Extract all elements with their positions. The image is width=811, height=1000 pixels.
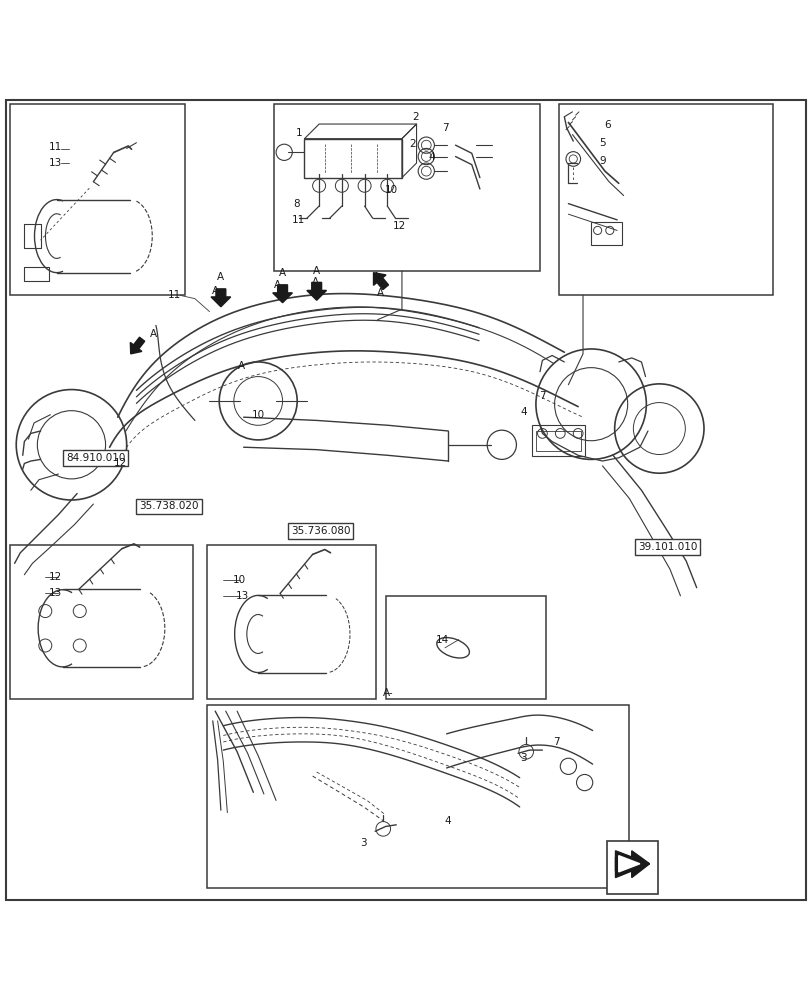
Bar [590,222,621,245]
Text: 12: 12 [393,221,406,231]
Text: 12: 12 [49,572,62,582]
Text: 3: 3 [360,838,367,848]
Text: 14: 14 [436,635,448,645]
Text: 35.738.020: 35.738.020 [139,501,199,511]
Text: 12: 12 [114,458,127,468]
FancyArrow shape [272,285,292,303]
Text: A: A [311,277,318,287]
Text: 13: 13 [49,158,62,168]
Bar [207,545,375,699]
Text: 4: 4 [444,816,451,826]
Text: 5: 5 [599,138,605,148]
Bar [385,596,545,699]
Text: 84.910.010: 84.910.010 [66,453,126,463]
Bar [207,705,629,888]
Text: 1: 1 [295,128,302,138]
Text: A: A [274,280,281,290]
Text: 9: 9 [599,156,605,166]
Polygon shape [615,851,649,878]
Bar [607,841,657,894]
Text: 10: 10 [251,410,264,420]
Text: A: A [217,272,224,282]
Text: 3: 3 [520,753,526,763]
Text: 11: 11 [168,290,181,300]
Text: 39.101.010: 39.101.010 [637,542,697,552]
Text: 7: 7 [441,123,448,133]
Text: A: A [238,361,245,371]
FancyArrow shape [131,337,144,354]
Text: 11: 11 [49,142,62,152]
Polygon shape [618,856,639,872]
Text: 2: 2 [409,139,415,149]
Text: 11: 11 [292,215,305,225]
Bar [273,104,539,271]
Text: 10: 10 [384,185,397,195]
Text: 7: 7 [539,391,545,401]
Bar [10,104,185,295]
Text: A: A [212,286,218,296]
Text: 4: 4 [520,407,526,417]
Bar [10,545,193,699]
Text: A-: A- [382,688,393,698]
Text: 13: 13 [49,588,62,598]
FancyArrow shape [211,289,230,307]
Text: A: A [376,288,383,298]
Bar [531,425,584,456]
Text: 8: 8 [293,199,299,209]
FancyArrow shape [307,282,326,300]
Text: A: A [313,266,320,276]
Text: 6: 6 [603,120,610,130]
Text: 2: 2 [412,112,418,122]
Text: 10: 10 [233,575,246,585]
Text: A: A [279,268,285,278]
Text: 4: 4 [428,152,435,162]
Bar [535,431,580,451]
Text: 13: 13 [235,591,248,601]
Text: A: A [150,329,157,339]
Text: A: A [372,272,380,282]
FancyArrow shape [373,273,388,290]
Bar [304,139,401,178]
Bar [558,104,772,295]
Text: 7: 7 [552,737,559,747]
Polygon shape [615,851,649,878]
Text: 35.736.080: 35.736.080 [290,526,350,536]
